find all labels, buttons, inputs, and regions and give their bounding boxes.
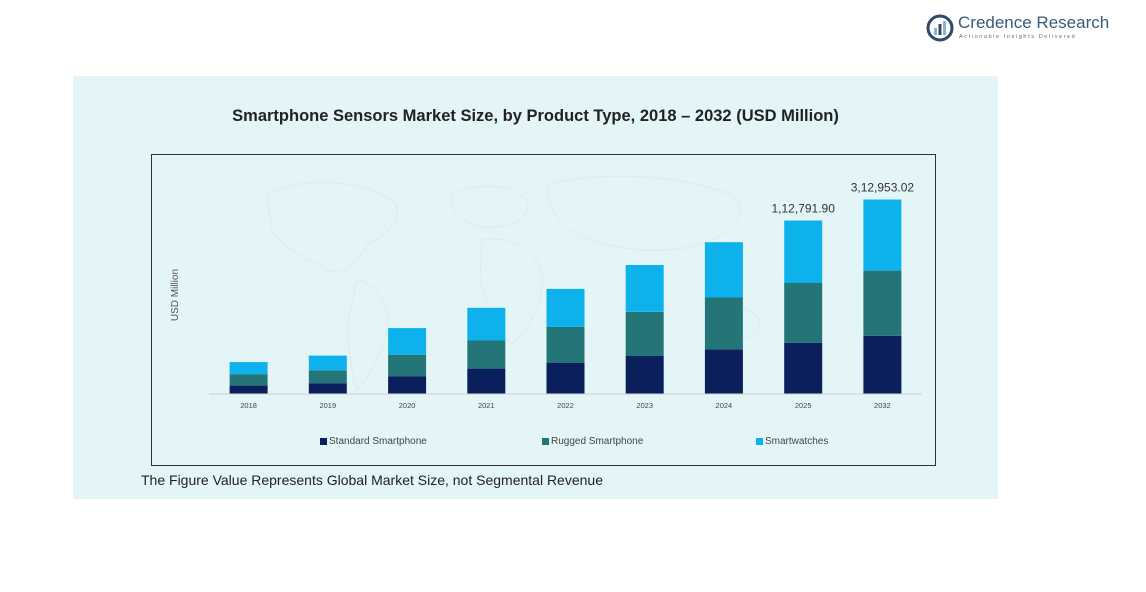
- data-label-2025: 1,12,791.90: [771, 202, 835, 216]
- bar-2021-series-2: [467, 307, 506, 341]
- bar-2023-series-1: [625, 311, 664, 357]
- x-tick-label: 2023: [636, 401, 653, 410]
- x-tick-label: 2019: [319, 401, 336, 410]
- chart-title: Smartphone Sensors Market Size, by Produ…: [232, 107, 839, 125]
- bar-2023-series-0: [625, 356, 664, 394]
- bar-2018-series-1: [229, 374, 268, 386]
- bar-2019-series-2: [308, 355, 347, 371]
- legend-label: Standard Smartphone: [329, 436, 427, 447]
- x-tick-label: 2025: [795, 401, 812, 410]
- legend-item: Smartwatches: [756, 436, 828, 447]
- bar-2021-series-1: [467, 340, 506, 369]
- bar-2032-series-2: [863, 199, 902, 271]
- bar-2022-series-0: [546, 363, 585, 394]
- bar-2019-series-0: [308, 383, 347, 394]
- credence-research-logo: Credence Research Actionable Insights De…: [926, 12, 1116, 46]
- legend-swatch: [756, 438, 763, 445]
- x-tick-label: 2022: [557, 401, 574, 410]
- data-label-2032: 3,12,953.02: [851, 181, 915, 195]
- legend-item: Standard Smartphone: [320, 436, 427, 447]
- x-tick-label: 2020: [399, 401, 416, 410]
- bar-2032-series-0: [863, 335, 902, 394]
- bar-2025-series-0: [784, 342, 823, 394]
- x-tick-label: 2024: [716, 401, 733, 410]
- stacked-bar-chart: 2018 2019 2020 2021 2022 2023 2024 2025 2032 1,1…: [170, 175, 922, 410]
- chart-panel: Smartphone Sensors Market Size, by Produ…: [73, 76, 998, 499]
- y-axis-label: USD Million: [170, 269, 181, 321]
- x-tick-label: 2018: [240, 401, 257, 410]
- bar-2032-series-1: [863, 270, 902, 336]
- bar-2021-series-0: [467, 368, 506, 394]
- legend-swatch: [542, 438, 549, 445]
- bar-2020-series-1: [388, 354, 427, 377]
- x-tick-label: 2032: [874, 401, 891, 410]
- bar-2023-series-2: [625, 265, 664, 312]
- chart-legend: Standard Smartphone Rugged Smartphone Smar…: [152, 436, 937, 452]
- legend-swatch: [320, 438, 327, 445]
- legend-item: Rugged Smartphone: [542, 436, 643, 447]
- bar-2020-series-2: [388, 328, 427, 355]
- x-tick-label: 2021: [478, 401, 495, 410]
- legend-label: Rugged Smartphone: [551, 436, 644, 447]
- logo-name: Credence Research: [958, 13, 1110, 32]
- bar-2025-series-1: [784, 283, 823, 343]
- bar-2024-series-0: [704, 349, 743, 394]
- bar-2020-series-0: [388, 376, 427, 394]
- bar-2019-series-1: [308, 370, 347, 384]
- chart-frame: 2018 2019 2020 2021 2022 2023 2024 2025 2032 1,1…: [151, 154, 936, 466]
- bar-2025-series-2: [784, 220, 823, 283]
- bar-2018-series-2: [229, 362, 268, 375]
- footnote: The Figure Value Represents Global Marke…: [141, 472, 603, 488]
- bar-2018-series-0: [229, 385, 268, 394]
- bar-2022-series-2: [546, 288, 585, 327]
- logo-tagline: Actionable Insights Delivered: [959, 34, 1077, 40]
- bar-2022-series-1: [546, 326, 585, 363]
- logo-mark-icon: [926, 14, 954, 42]
- legend-label: Smartwatches: [765, 436, 829, 447]
- bar-2024-series-2: [704, 242, 743, 298]
- bar-2024-series-1: [704, 297, 743, 350]
